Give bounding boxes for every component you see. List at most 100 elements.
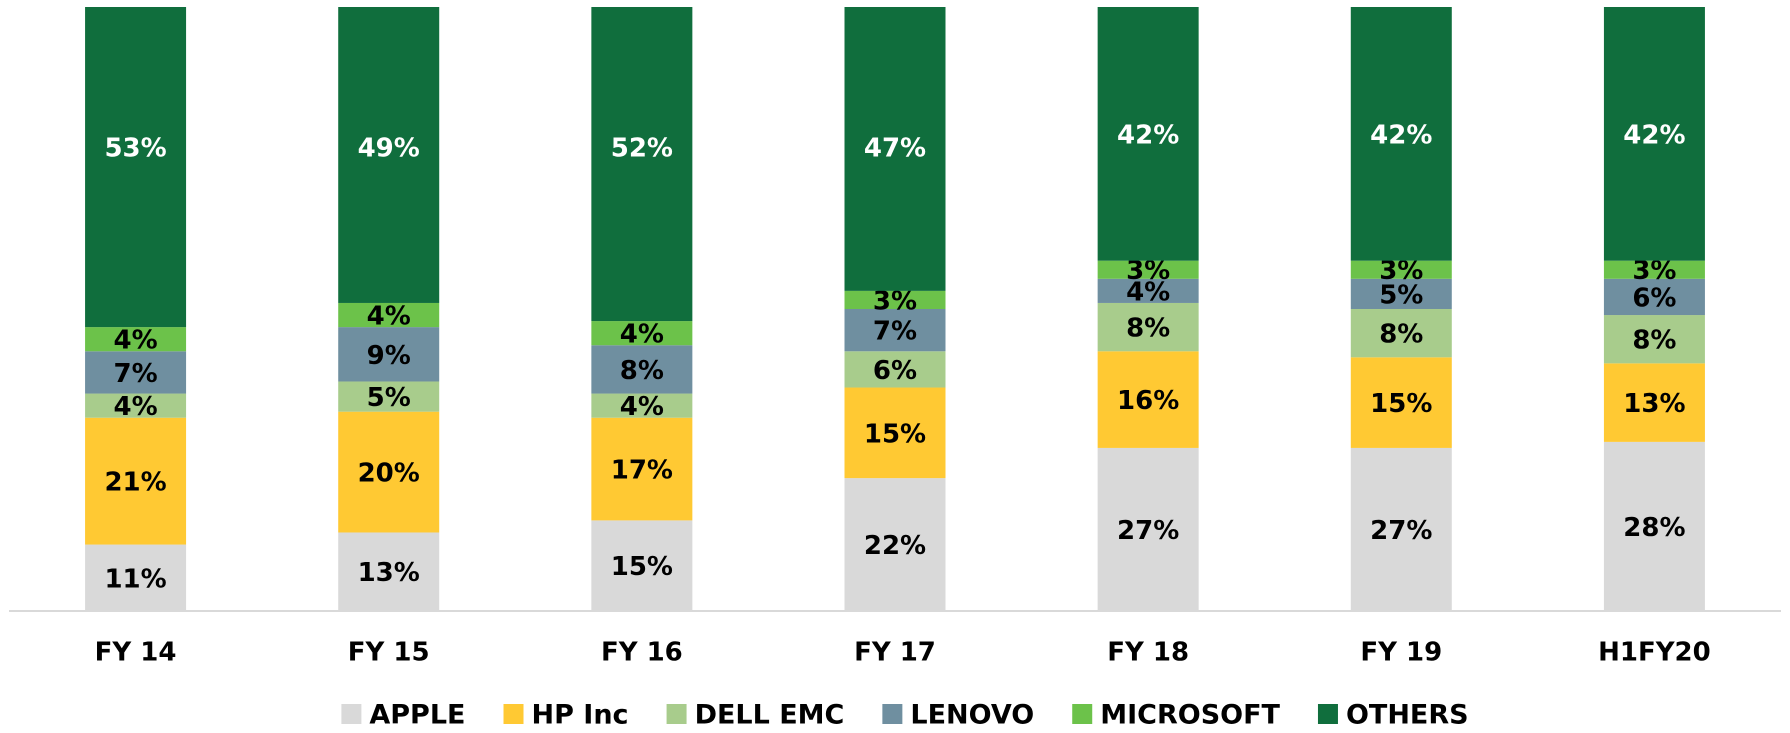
data-label: 3% bbox=[1379, 256, 1423, 286]
data-label: 42% bbox=[1117, 120, 1179, 150]
data-label: 22% bbox=[864, 531, 926, 561]
x-tick-label: FY 18 bbox=[1107, 638, 1189, 668]
bar-segment bbox=[1603, 363, 1705, 442]
bar-segment bbox=[1097, 351, 1199, 448]
bar-segment bbox=[85, 351, 187, 394]
bar-segment bbox=[1350, 7, 1452, 261]
legend-swatch bbox=[882, 704, 903, 724]
bar-segment bbox=[591, 345, 693, 394]
bar-segment bbox=[338, 411, 440, 533]
data-label: 8% bbox=[1379, 320, 1423, 350]
bar-segment bbox=[85, 393, 187, 418]
data-label: 20% bbox=[358, 459, 420, 489]
bar-segment bbox=[85, 7, 187, 328]
bar-segment bbox=[338, 327, 440, 382]
x-tick-label: FY 14 bbox=[95, 638, 177, 668]
bar-segment bbox=[844, 7, 946, 291]
bar-segment bbox=[1603, 278, 1705, 316]
bar-segment bbox=[591, 393, 693, 418]
data-label: 4% bbox=[620, 392, 664, 422]
legend-label: DELL EMC bbox=[695, 700, 845, 731]
data-label: 11% bbox=[104, 564, 166, 594]
data-label: 13% bbox=[1623, 389, 1685, 419]
bar-segment bbox=[1097, 7, 1199, 261]
data-label: 15% bbox=[864, 419, 926, 449]
data-label: 9% bbox=[367, 341, 411, 371]
data-label: 5% bbox=[367, 383, 411, 413]
bar-segment bbox=[338, 7, 440, 303]
data-label: 6% bbox=[873, 356, 917, 386]
bar-segment bbox=[844, 309, 946, 352]
x-tick-label: H1FY20 bbox=[1598, 638, 1711, 668]
legend-swatch bbox=[503, 704, 524, 724]
data-label: 5% bbox=[1379, 280, 1423, 310]
data-label: 52% bbox=[611, 134, 673, 164]
bar-segment bbox=[1603, 315, 1705, 364]
data-label: 47% bbox=[864, 134, 926, 164]
data-label: 8% bbox=[620, 356, 664, 386]
bar-segment bbox=[591, 520, 693, 611]
legend-label: HP Inc bbox=[532, 700, 629, 731]
bar-segment bbox=[844, 290, 946, 309]
bar-segment bbox=[1097, 447, 1199, 611]
x-tick-label: FY 15 bbox=[348, 638, 430, 668]
data-label: 4% bbox=[113, 392, 157, 422]
data-label: 15% bbox=[611, 552, 673, 582]
bar-segment bbox=[1603, 7, 1705, 261]
bar-segment bbox=[844, 351, 946, 388]
bar-segment bbox=[844, 387, 946, 479]
legend-label: APPLE bbox=[369, 700, 465, 731]
bar-segment bbox=[1097, 302, 1199, 352]
bar-segment bbox=[844, 478, 946, 611]
bar-segment bbox=[591, 417, 693, 521]
bar-segment bbox=[1350, 278, 1452, 309]
data-label: 28% bbox=[1623, 513, 1685, 543]
data-label: 8% bbox=[1632, 326, 1676, 356]
data-label: 4% bbox=[367, 302, 411, 332]
bar-segment bbox=[85, 327, 187, 352]
bar-segment bbox=[1097, 260, 1199, 279]
data-label: 15% bbox=[1370, 389, 1432, 419]
data-label: 42% bbox=[1623, 120, 1685, 150]
legend-swatch bbox=[341, 704, 362, 724]
data-label: 4% bbox=[620, 320, 664, 350]
data-label: 3% bbox=[1632, 256, 1676, 286]
x-tick-label: FY 17 bbox=[854, 638, 936, 668]
bar-segment bbox=[591, 7, 693, 322]
data-label: 17% bbox=[611, 456, 673, 486]
data-label: 7% bbox=[873, 317, 917, 347]
data-label: 7% bbox=[113, 359, 157, 389]
x-tick-label: FY 16 bbox=[601, 638, 683, 668]
data-label: 3% bbox=[1126, 256, 1170, 286]
x-tick-label: FY 19 bbox=[1360, 638, 1442, 668]
data-label: 16% bbox=[1117, 386, 1179, 416]
bar-segment bbox=[338, 381, 440, 412]
data-label: 3% bbox=[873, 286, 917, 316]
bar-segment bbox=[1350, 447, 1452, 611]
legend-label: LENOVO bbox=[910, 700, 1034, 731]
data-label: 13% bbox=[358, 558, 420, 588]
data-label: 4% bbox=[113, 326, 157, 356]
bar-segment bbox=[1350, 357, 1452, 448]
bar-segment bbox=[338, 302, 440, 328]
bar-segment bbox=[1097, 278, 1199, 303]
bar-segment bbox=[85, 417, 187, 545]
bar-segment bbox=[1603, 441, 1705, 611]
legend-label: MICROSOFT bbox=[1100, 700, 1280, 731]
data-label: 6% bbox=[1632, 283, 1676, 313]
data-label: 21% bbox=[104, 468, 166, 498]
legend-swatch bbox=[1072, 704, 1093, 724]
data-label: 53% bbox=[104, 134, 166, 164]
data-label: 42% bbox=[1370, 120, 1432, 150]
bar-segment bbox=[1350, 260, 1452, 279]
data-label: 4% bbox=[1126, 277, 1170, 307]
bar-segment bbox=[1603, 260, 1705, 279]
bar-segment bbox=[591, 321, 693, 346]
data-label: 27% bbox=[1370, 516, 1432, 546]
legend-swatch bbox=[1317, 704, 1338, 724]
legend-swatch bbox=[666, 704, 687, 724]
bar-segment bbox=[85, 544, 187, 611]
legend-label: OTHERS bbox=[1346, 700, 1469, 731]
